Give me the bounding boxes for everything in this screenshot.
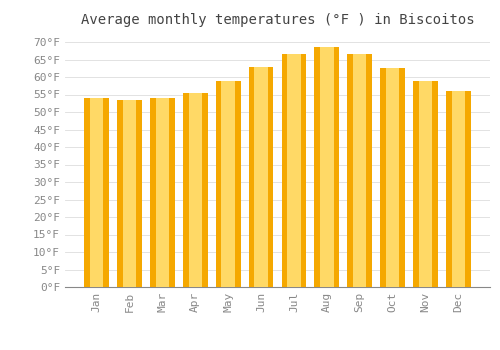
Bar — [282, 54, 306, 287]
Bar — [452, 91, 465, 287]
Bar — [248, 66, 274, 287]
Bar — [156, 98, 169, 287]
Bar — [287, 54, 300, 287]
Bar — [188, 93, 202, 287]
Bar — [222, 80, 235, 287]
Bar — [314, 47, 339, 287]
Bar — [353, 54, 366, 287]
Bar — [117, 100, 142, 287]
Bar — [150, 98, 174, 287]
Bar — [418, 80, 432, 287]
Bar — [90, 98, 104, 287]
Bar — [446, 91, 470, 287]
Bar — [348, 54, 372, 287]
Bar — [380, 68, 405, 287]
Bar — [254, 66, 268, 287]
Bar — [386, 68, 400, 287]
Title: Average monthly temperatures (°F ) in Biscoitos: Average monthly temperatures (°F ) in Bi… — [80, 13, 474, 27]
Bar — [320, 47, 334, 287]
Bar — [183, 93, 208, 287]
Bar — [216, 80, 240, 287]
Bar — [122, 100, 136, 287]
Bar — [413, 80, 438, 287]
Bar — [84, 98, 109, 287]
